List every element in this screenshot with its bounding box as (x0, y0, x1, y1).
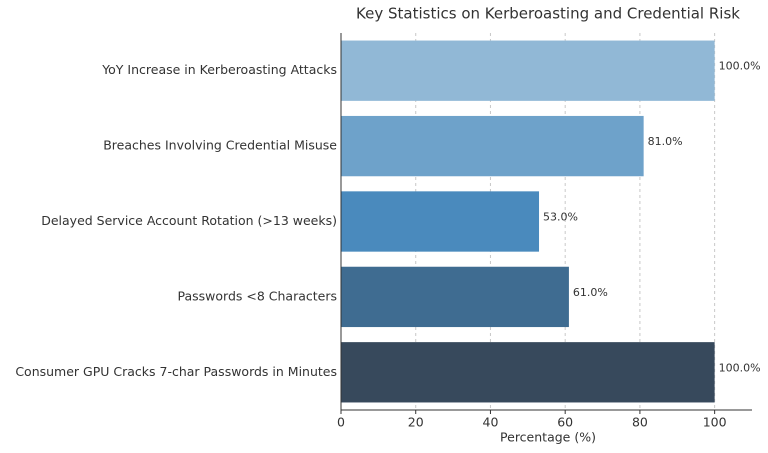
x-tick-label: 100 (703, 415, 727, 430)
x-axis-label: Percentage (%) (500, 430, 596, 445)
bar (341, 191, 540, 252)
value-label: 100.0% (719, 60, 761, 73)
value-label: 53.0% (543, 211, 578, 224)
y-tick-label: Passwords <8 Characters (178, 288, 338, 303)
value-label: 61.0% (573, 286, 608, 299)
chart-title: Key Statistics on Kerberoasting and Cred… (356, 5, 740, 23)
x-tick-label: 20 (408, 415, 424, 430)
x-tick-label: 0 (337, 415, 345, 430)
x-tick-label: 60 (557, 415, 573, 430)
y-tick-label: Delayed Service Account Rotation (>13 we… (41, 213, 337, 228)
bar (341, 342, 715, 403)
y-tick-label: Consumer GPU Cracks 7-char Passwords in … (15, 364, 337, 379)
value-label: 100.0% (719, 361, 761, 374)
bar (341, 40, 715, 101)
x-tick-label: 80 (632, 415, 648, 430)
bar (341, 115, 644, 177)
value-label: 81.0% (648, 135, 683, 148)
y-tick-label: Breaches Involving Credential Misuse (103, 138, 337, 153)
bar (341, 266, 569, 328)
x-tick-label: 40 (483, 415, 499, 430)
y-tick-label: YoY Increase in Kerberoasting Attacks (101, 62, 337, 77)
